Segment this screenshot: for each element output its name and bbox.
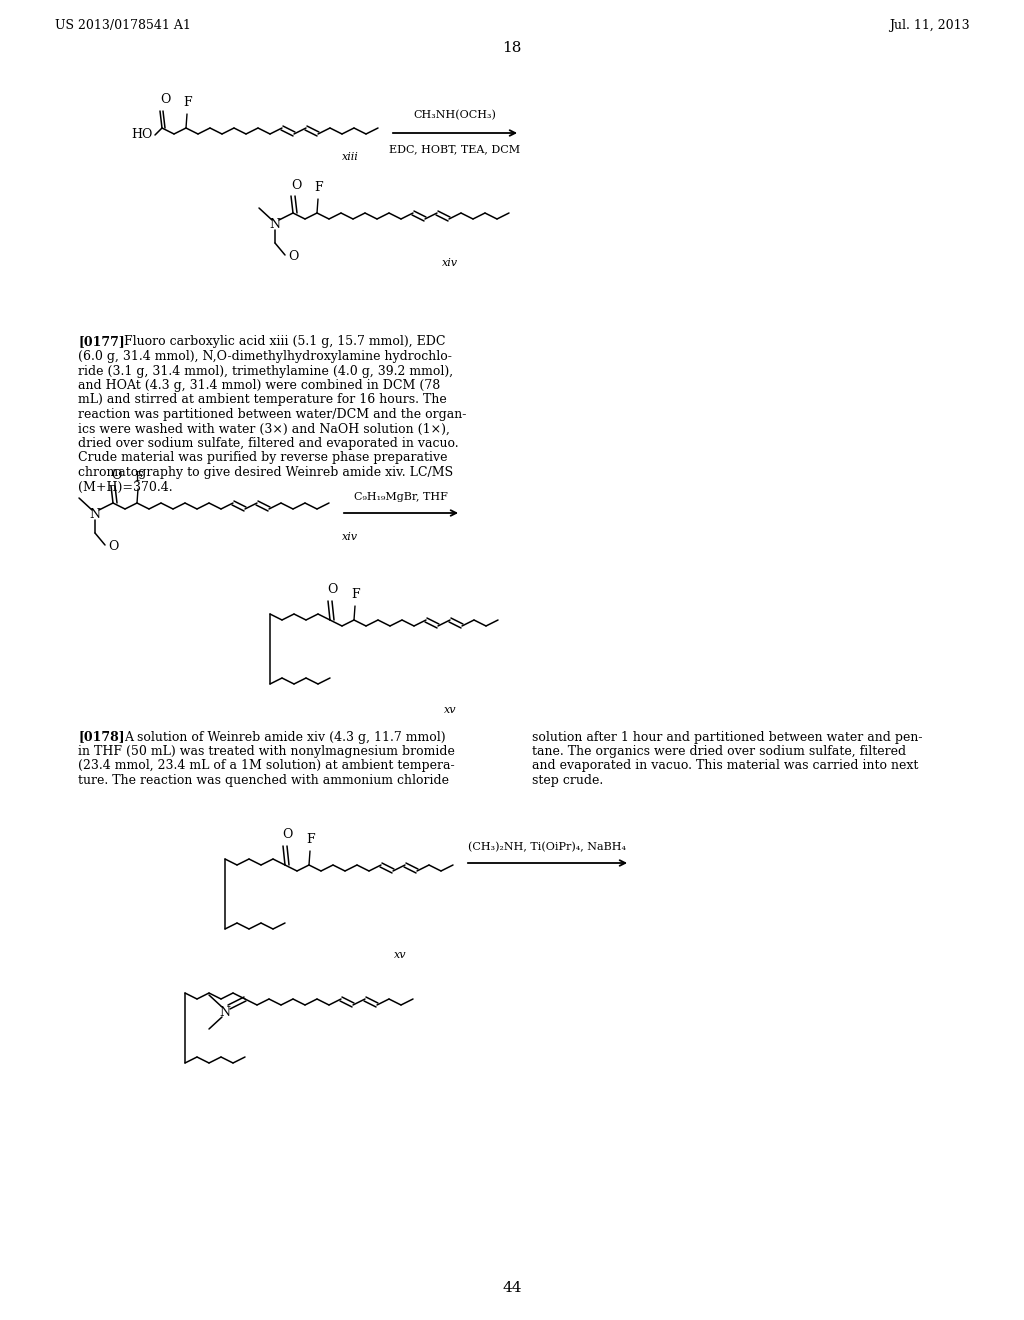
Text: xv: xv [394,950,407,960]
Text: xiv: xiv [442,257,458,268]
Text: ics were washed with water (3×) and NaOH solution (1×),: ics were washed with water (3×) and NaOH… [78,422,450,436]
Text: Fluoro carboxylic acid xiii (5.1 g, 15.7 mmol), EDC: Fluoro carboxylic acid xiii (5.1 g, 15.7… [124,335,445,348]
Text: reaction was partitioned between water/DCM and the organ-: reaction was partitioned between water/D… [78,408,466,421]
Text: O: O [282,828,292,841]
Text: (23.4 mmol, 23.4 mL of a 1M solution) at ambient tempera-: (23.4 mmol, 23.4 mL of a 1M solution) at… [78,759,455,772]
Text: HO: HO [132,128,153,141]
Text: xv: xv [443,705,457,715]
Text: tane. The organics were dried over sodium sulfate, filtered: tane. The organics were dried over sodiu… [532,744,906,758]
Text: Crude material was purified by reverse phase preparative: Crude material was purified by reverse p… [78,451,447,465]
Text: in THF (50 mL) was treated with nonylmagnesium bromide: in THF (50 mL) was treated with nonylmag… [78,744,455,758]
Text: F: F [183,96,193,110]
Text: dried over sodium sulfate, filtered and evaporated in vacuo.: dried over sodium sulfate, filtered and … [78,437,459,450]
Text: F: F [135,471,143,484]
Text: 18: 18 [503,41,521,55]
Text: Jul. 11, 2013: Jul. 11, 2013 [890,18,970,32]
Text: O: O [108,540,119,553]
Text: (CH₃)₂NH, Ti(OiPr)₄, NaBH₄: (CH₃)₂NH, Ti(OiPr)₄, NaBH₄ [468,842,626,853]
Text: CH₃NH(OCH₃): CH₃NH(OCH₃) [414,110,497,120]
Text: US 2013/0178541 A1: US 2013/0178541 A1 [55,18,190,32]
Text: and HOAt (4.3 g, 31.4 mmol) were combined in DCM (78: and HOAt (4.3 g, 31.4 mmol) were combine… [78,379,440,392]
Text: [0177]: [0177] [78,335,125,348]
Text: O: O [291,180,301,191]
Text: solution after 1 hour and partitioned between water and pen-: solution after 1 hour and partitioned be… [532,730,923,743]
Text: chromatography to give desired Weinreb amide xiv. LC/MS: chromatography to give desired Weinreb a… [78,466,454,479]
Text: N: N [219,1006,230,1019]
Text: [0178]: [0178] [78,730,125,743]
Text: mL) and stirred at ambient temperature for 16 hours. The: mL) and stirred at ambient temperature f… [78,393,446,407]
Text: O: O [327,583,337,597]
Text: xiv: xiv [342,532,358,543]
Text: (6.0 g, 31.4 mmol), N,O-dimethylhydroxylamine hydrochlo-: (6.0 g, 31.4 mmol), N,O-dimethylhydroxyl… [78,350,452,363]
Text: O: O [111,469,121,482]
Text: 44: 44 [502,1280,522,1295]
Text: xiii: xiii [342,152,358,162]
Text: ture. The reaction was quenched with ammonium chloride: ture. The reaction was quenched with amm… [78,774,449,787]
Text: F: F [306,833,315,846]
Text: F: F [351,587,360,601]
Text: O: O [160,92,170,106]
Text: EDC, HOBT, TEA, DCM: EDC, HOBT, TEA, DCM [389,144,520,154]
Text: ride (3.1 g, 31.4 mmol), trimethylamine (4.0 g, 39.2 mmol),: ride (3.1 g, 31.4 mmol), trimethylamine … [78,364,454,378]
Text: O: O [288,251,298,264]
Text: F: F [314,181,324,194]
Text: and evaporated in vacuo. This material was carried into next: and evaporated in vacuo. This material w… [532,759,919,772]
Text: N: N [89,508,100,521]
Text: C₉H₁₉MgBr, THF: C₉H₁₉MgBr, THF [354,492,447,502]
Text: A solution of Weinreb amide xiv (4.3 g, 11.7 mmol): A solution of Weinreb amide xiv (4.3 g, … [124,730,445,743]
Text: step crude.: step crude. [532,774,603,787]
Text: (M+H)=370.4.: (M+H)=370.4. [78,480,173,494]
Text: N: N [269,219,281,231]
